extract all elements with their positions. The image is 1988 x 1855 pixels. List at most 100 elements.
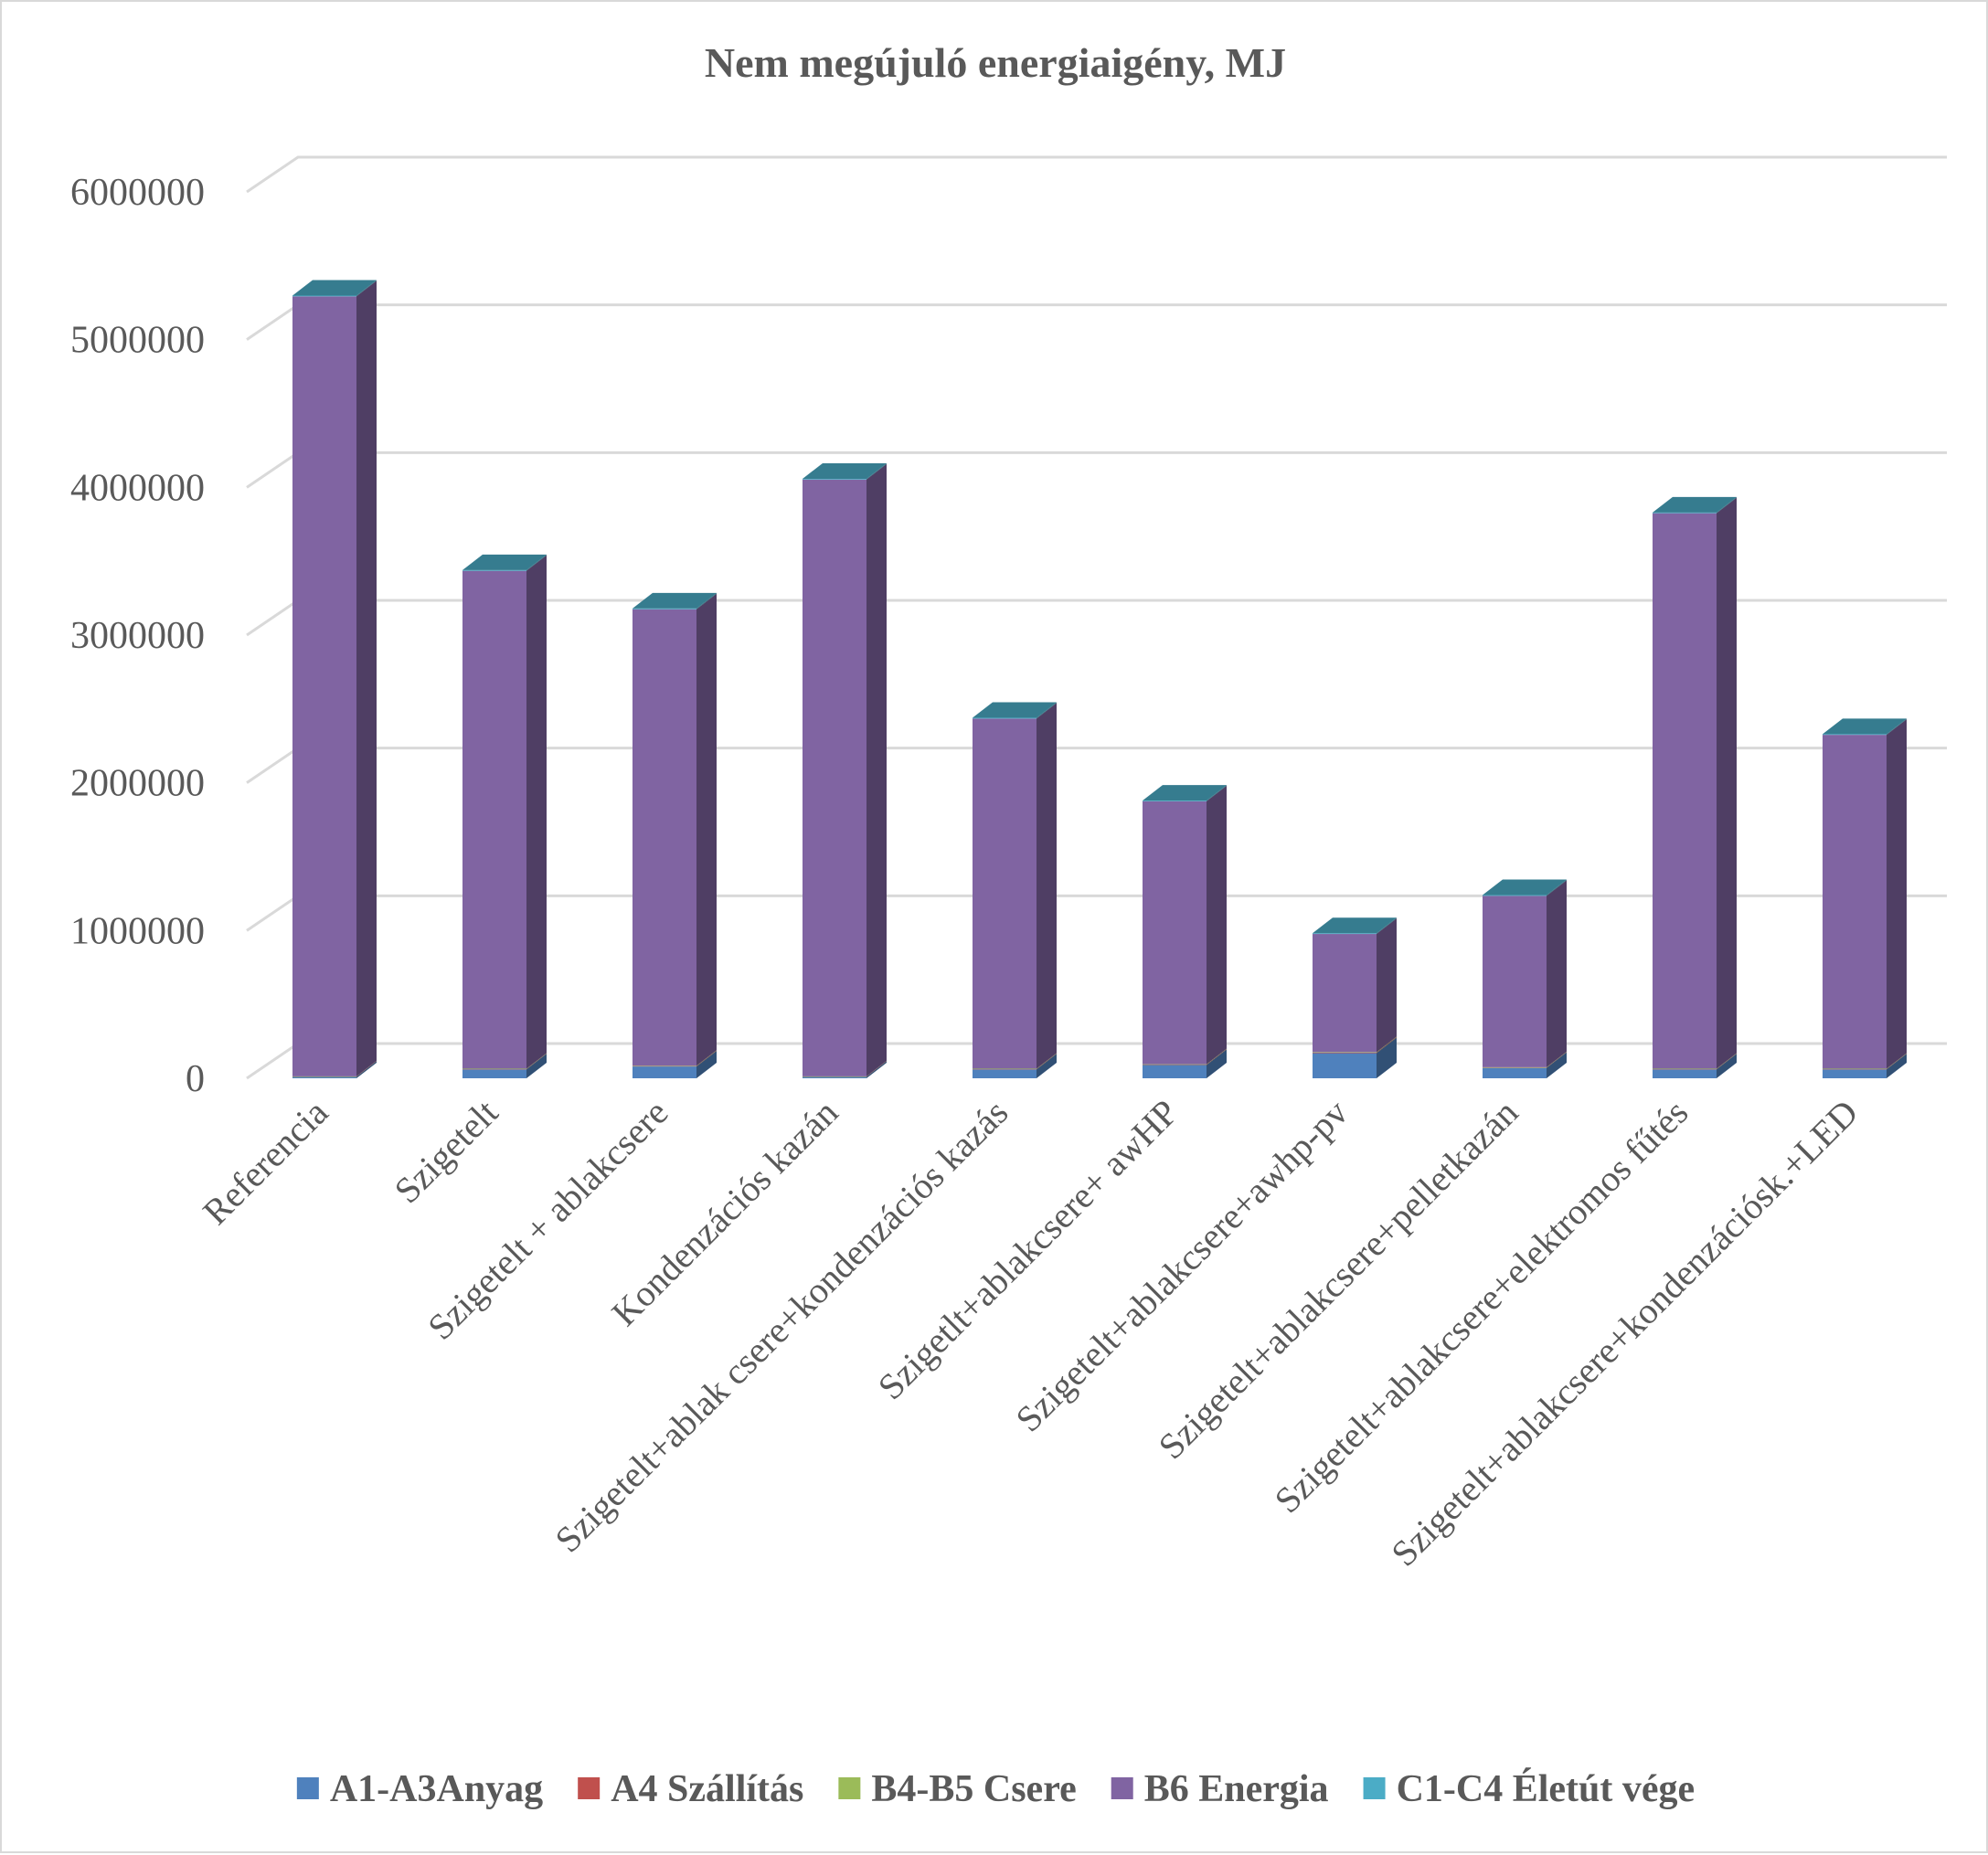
bar-side-7-4 — [1547, 879, 1567, 896]
bar-side-8-1 — [1717, 1053, 1737, 1070]
bar-side-2-1 — [696, 1050, 717, 1067]
bar-side-1-4 — [526, 554, 547, 571]
bar-3-0 — [803, 1076, 866, 1078]
bar-side-9-4 — [1887, 718, 1907, 736]
bar-side-7-0 — [1547, 1052, 1567, 1078]
bar-7-0 — [1483, 1067, 1547, 1078]
bar-side-1-3 — [526, 555, 547, 1069]
legend-swatch-2 — [838, 1777, 861, 1799]
bar-9-2 — [1823, 1068, 1887, 1069]
bar-8-3 — [1653, 513, 1717, 1069]
bar-side-9-1 — [1887, 1053, 1907, 1070]
bar-6-0 — [1313, 1053, 1377, 1078]
bar-top-5 — [1143, 785, 1227, 801]
bar-side-0-1 — [356, 1061, 377, 1077]
bar-side-6-1 — [1377, 1036, 1397, 1054]
y-tick-label-0: 0 — [186, 1058, 205, 1100]
y-tick-label-5: 5000000 — [70, 320, 205, 362]
bar-stack-4 — [973, 702, 1057, 1078]
bar-7-2 — [1483, 1066, 1547, 1068]
legend-label-4: C1-C4 Életút vége — [1397, 1767, 1696, 1810]
bar-7-1 — [1483, 1067, 1547, 1068]
gridline-6 — [246, 155, 1947, 194]
legend: A1-A3Anyag A4 Szállítás B4-B5 Csere B6 Ener… — [296, 1767, 1696, 1810]
bar-4-4 — [973, 717, 1037, 719]
y-tick-label-3: 3000000 — [70, 615, 205, 657]
bar-side-6-0 — [1377, 1037, 1397, 1078]
legend-label-1: A4 Szállítás — [611, 1768, 803, 1810]
bar-0-2 — [292, 1076, 356, 1077]
bar-3-3 — [803, 479, 866, 1076]
legend-item-4: C1-C4 Életút vége — [1363, 1767, 1696, 1810]
bar-side-0-2 — [356, 1060, 377, 1077]
bar-1-4 — [462, 569, 526, 571]
legend-swatch-1 — [578, 1777, 601, 1799]
y-axis-tick-labels: 0 1000000 2000000 3000000 4000000 5000000 6000… — [70, 172, 205, 1100]
legend-item-0: A1-A3Anyag — [296, 1768, 543, 1810]
bar-side-8-3 — [1717, 497, 1737, 1069]
bar-2-2 — [633, 1065, 696, 1066]
bar-side-0-4 — [356, 280, 377, 297]
bar-stack-5 — [1143, 785, 1227, 1078]
x-tick-label-0: Referencia — [195, 1091, 335, 1232]
bar-stack-3 — [803, 462, 887, 1078]
bar-stack-6 — [1313, 917, 1397, 1078]
bar-side-1-1 — [526, 1053, 547, 1070]
bar-6-3 — [1313, 934, 1377, 1053]
bar-6-4 — [1313, 933, 1377, 935]
bar-side-9-3 — [1887, 719, 1907, 1069]
bar-side-3-1 — [866, 1061, 887, 1077]
bar-stack-0 — [292, 280, 377, 1078]
bar-side-6-4 — [1377, 917, 1397, 935]
bar-4-2 — [973, 1068, 1037, 1069]
bar-top-0 — [292, 280, 377, 296]
bar-4-0 — [973, 1069, 1037, 1078]
y-tick-label-4: 4000000 — [70, 467, 205, 509]
bar-9-0 — [1823, 1069, 1887, 1078]
legend-swatch-0 — [296, 1777, 319, 1799]
bar-8-2 — [1653, 1068, 1717, 1069]
bar-7-3 — [1483, 896, 1547, 1067]
legend-label-0: A1-A3Anyag — [330, 1768, 543, 1810]
legend-item-3: B6 Energia — [1111, 1768, 1329, 1810]
bar-9-4 — [1823, 734, 1887, 736]
gridline-4 — [246, 450, 1947, 489]
bar-side-2-3 — [696, 593, 717, 1066]
bar-0-3 — [292, 296, 356, 1076]
y-tick-label-2: 2000000 — [70, 763, 205, 805]
bar-0-0 — [292, 1076, 356, 1078]
bar-side-7-3 — [1547, 880, 1567, 1067]
bar-5-4 — [1143, 800, 1207, 801]
bar-4-3 — [973, 718, 1037, 1069]
bar-side-5-1 — [1207, 1048, 1227, 1065]
bar-side-5-0 — [1207, 1049, 1227, 1078]
legend-item-1: A4 Szállítás — [578, 1768, 803, 1810]
bar-stack-9 — [1823, 718, 1907, 1078]
bar-6-1 — [1313, 1052, 1377, 1054]
bar-8-0 — [1653, 1069, 1717, 1078]
bar-top-7 — [1483, 879, 1567, 896]
legend-swatch-4 — [1363, 1777, 1386, 1799]
bar-side-2-0 — [696, 1051, 717, 1078]
bar-side-8-4 — [1717, 496, 1737, 514]
bar-side-4-4 — [1037, 702, 1057, 719]
bar-side-1-2 — [526, 1053, 547, 1069]
bar-stack-1 — [462, 554, 547, 1078]
bar-side-6-3 — [1377, 918, 1397, 1053]
bar-8-1 — [1653, 1068, 1717, 1070]
bar-side-4-2 — [1037, 1053, 1057, 1069]
bar-side-3-2 — [866, 1060, 887, 1077]
bar-side-7-1 — [1547, 1052, 1567, 1068]
legend-label-3: B6 Energia — [1144, 1768, 1329, 1810]
x-tick-label-1: Szigetelt — [387, 1092, 506, 1212]
y-tick-label-1: 1000000 — [70, 910, 205, 952]
bar-1-3 — [462, 570, 526, 1069]
x-tick-label-6: Szigetelt+ablakcsere+awhp-pv — [1007, 1092, 1355, 1440]
bar-side-0-3 — [356, 281, 377, 1076]
bar-side-3-0 — [866, 1061, 887, 1078]
bar-stack-8 — [1653, 496, 1737, 1078]
bar-3-2 — [803, 1076, 866, 1077]
bar-side-8-2 — [1717, 1053, 1737, 1069]
bar-side-3-4 — [866, 462, 887, 480]
